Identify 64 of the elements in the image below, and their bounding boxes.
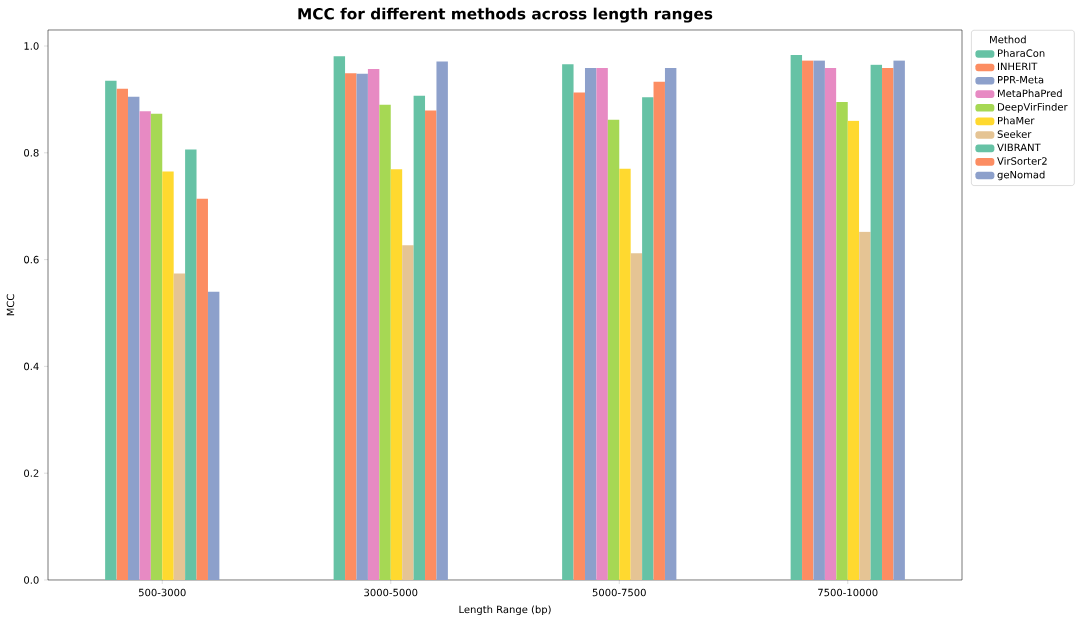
bar — [562, 64, 574, 580]
bar — [127, 96, 140, 580]
bar — [367, 68, 380, 580]
legend-label: geNomad — [997, 170, 1045, 181]
bar — [630, 253, 643, 580]
legend-label: PhaMer — [998, 116, 1035, 125]
y-tick-label: 0.4 — [24, 362, 39, 371]
bar — [836, 102, 848, 580]
x-tick-label: 3000-5000 — [364, 588, 418, 597]
chart-title: MCC for different methods across length ranges — [298, 7, 713, 23]
bar — [619, 168, 631, 580]
legend-label: PharaCon — [998, 49, 1045, 57]
y-tick-label: 0.0 — [24, 576, 39, 584]
bar — [356, 73, 368, 580]
bar — [893, 60, 905, 580]
bar — [345, 73, 357, 580]
bar — [653, 81, 665, 580]
bar — [859, 231, 871, 580]
bar — [882, 67, 894, 580]
bar — [802, 60, 814, 580]
bar — [642, 97, 654, 580]
legend-label: VirSorter2 — [997, 157, 1047, 165]
bar — [824, 67, 837, 580]
legend-label: Seeker — [997, 130, 1032, 138]
bar — [185, 149, 197, 580]
bar — [150, 113, 163, 580]
bar — [847, 120, 860, 580]
bar — [105, 80, 117, 580]
bar — [196, 198, 208, 580]
bar — [390, 169, 403, 580]
bar — [425, 110, 437, 580]
legend-label: VIBRANT — [997, 143, 1041, 152]
y-tick-label: 1.0 — [24, 42, 39, 50]
y-tick-label: 0.2 — [24, 469, 39, 477]
x-tick-label: 500-3000 — [138, 588, 186, 597]
bar — [402, 245, 414, 580]
x-tick-label: 5000-7500 — [592, 588, 646, 597]
bar — [790, 55, 803, 580]
bar — [870, 64, 883, 580]
bar — [436, 61, 448, 580]
x-axis-title: Length Range (bp) — [459, 605, 551, 616]
bar — [333, 56, 346, 580]
y-tick-label: 0.6 — [24, 255, 39, 264]
bar — [413, 95, 426, 580]
bar — [813, 60, 825, 580]
bar — [664, 67, 677, 580]
bar — [379, 104, 391, 580]
bar — [139, 111, 151, 580]
bar — [116, 88, 128, 580]
legend-title: Method — [990, 35, 1026, 44]
bar — [584, 67, 597, 580]
y-tick-label: 0.8 — [24, 149, 39, 157]
x-tick-label: 7500-10000 — [818, 588, 878, 597]
bar — [207, 291, 220, 580]
y-axis-title: MCC — [6, 294, 15, 316]
legend-label: DeepVirFinder — [998, 102, 1068, 113]
legend-label: PPR-Meta — [998, 76, 1044, 84]
legend-label: MetaPhaPred — [998, 89, 1062, 98]
bar — [596, 67, 608, 580]
legend-label: INHERIT — [998, 62, 1038, 71]
bar — [173, 273, 186, 580]
bar — [607, 119, 620, 580]
bar — [573, 92, 585, 580]
bar — [162, 171, 174, 580]
